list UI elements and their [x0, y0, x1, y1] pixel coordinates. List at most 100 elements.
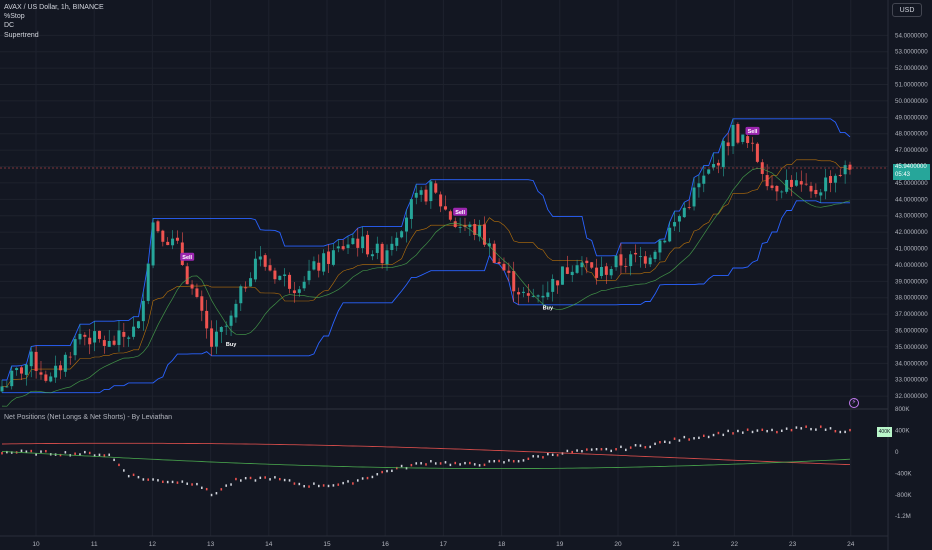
price-tick-label: 49.0000000 — [895, 114, 928, 121]
net-position-bar — [566, 449, 569, 453]
net-position-bar — [342, 481, 344, 485]
candle-body — [151, 222, 155, 266]
time-axis[interactable]: 10 11 12 13 14 15 16 17 18 19 20 21 22 23 24 — [32, 541, 854, 548]
net-position-bar — [430, 460, 432, 463]
candle-body — [317, 262, 321, 271]
time-tick-label: 10 — [32, 541, 40, 548]
price-axis[interactable]: 54.0000000 53.0000000 52.0000000 51.0000000… — [895, 32, 928, 400]
net-position-bar — [410, 463, 413, 467]
candle-body — [127, 337, 131, 339]
candle-body — [263, 255, 267, 267]
candle-body — [443, 206, 447, 210]
net-position-bar — [74, 452, 76, 455]
net-position-bar — [113, 458, 115, 462]
candle-body — [141, 300, 145, 322]
net-position-bar — [556, 453, 559, 457]
candle-body — [10, 370, 14, 387]
candle-body — [200, 296, 204, 311]
candle-body — [833, 175, 837, 183]
net-position-bar — [746, 428, 749, 431]
sell-signal-badge — [180, 252, 195, 261]
price-tick-label: 50.0000000 — [895, 98, 928, 105]
bar-countdown: 05:43 — [895, 171, 911, 178]
net-position-bar — [79, 453, 81, 456]
price-tick-label: 53.0000000 — [895, 49, 928, 56]
current-price-label: 45.9400000 05:43 — [893, 164, 930, 180]
candle-body — [375, 243, 379, 253]
price-tick-label: 52.0000000 — [895, 65, 928, 72]
candle-body — [239, 286, 243, 304]
net-position-bar — [352, 482, 354, 485]
indicator-stop-label[interactable]: %Stop — [4, 13, 25, 21]
candle-body — [327, 251, 331, 264]
price-tick-label: 40.0000000 — [895, 262, 928, 269]
candle-body — [429, 181, 433, 202]
net-position-bar — [542, 456, 544, 459]
net-shorts-line — [1, 451, 851, 470]
net-position-bar — [517, 460, 520, 463]
net-position-bar — [707, 435, 710, 439]
net-position-bar — [196, 482, 198, 486]
candle-body — [668, 227, 672, 242]
net-position-bar — [64, 451, 67, 454]
net-position-bar — [702, 434, 705, 438]
sell-signal-label: Sell — [455, 210, 465, 216]
net-position-bar — [756, 429, 759, 432]
candle-body — [531, 296, 535, 297]
lightning-icon[interactable]: ⚡ — [849, 398, 859, 408]
net-position-bar — [493, 459, 496, 463]
candle-body — [73, 339, 77, 356]
net-position-bar — [478, 464, 481, 467]
candle-body — [517, 292, 521, 295]
net-position-bar — [449, 463, 452, 467]
time-tick-label: 21 — [673, 541, 681, 548]
net-position-bar — [483, 463, 486, 467]
candle-body — [512, 270, 516, 292]
candle-body — [210, 328, 214, 347]
candle-body — [434, 183, 438, 193]
price-tick-label: 33.0000000 — [895, 377, 928, 384]
net-position-bar — [210, 493, 213, 497]
candle-body — [760, 162, 764, 174]
symbol-title[interactable]: AVAX / US Dollar, 1h, BINANCE — [4, 4, 104, 11]
net-position-bar — [790, 428, 793, 432]
net-position-bar — [347, 480, 349, 483]
candle-body — [97, 330, 101, 339]
price-tick-label: 38.0000000 — [895, 295, 928, 302]
candle-body — [614, 255, 618, 268]
candle-body — [677, 216, 681, 222]
candle-body — [726, 142, 730, 147]
net-position-bar — [317, 484, 320, 488]
candle-body — [356, 238, 360, 248]
net-positions-axis[interactable]: 800K 400K 0 -400K -800K -1.2M — [895, 406, 912, 520]
candle-body — [790, 179, 794, 187]
candle-body — [312, 261, 316, 270]
time-tick-label: 24 — [847, 541, 855, 548]
candle-body — [638, 256, 642, 257]
net-position-bar — [127, 474, 130, 478]
net-position-bar — [254, 479, 257, 482]
net-position-bar — [191, 483, 193, 486]
net-position-bar — [824, 428, 827, 431]
net-position-bar — [771, 428, 773, 432]
price-tick-label: 54.0000000 — [895, 32, 928, 39]
currency-button[interactable]: USD — [892, 3, 922, 17]
indicator-dc-label[interactable]: DC — [4, 22, 15, 30]
net-position-bar — [278, 477, 281, 481]
candle-body — [390, 243, 394, 250]
net-position-bar — [425, 463, 427, 466]
net-position-bar — [59, 453, 62, 457]
candle-body — [712, 164, 716, 168]
net-position-bar — [473, 463, 476, 466]
net-position-bar — [356, 479, 359, 482]
candle-body — [468, 224, 472, 228]
candle-body — [819, 192, 823, 196]
net-position-bar — [815, 428, 817, 431]
candle-body — [166, 241, 170, 246]
price-candles — [0, 118, 852, 393]
net-positions-title[interactable]: Net Positions (Net Longs & Net Shorts) -… — [4, 414, 173, 421]
net-position-bar — [780, 429, 783, 432]
indicator-supertrend-label[interactable]: Supertrend — [4, 31, 39, 39]
candle-body — [15, 368, 19, 371]
